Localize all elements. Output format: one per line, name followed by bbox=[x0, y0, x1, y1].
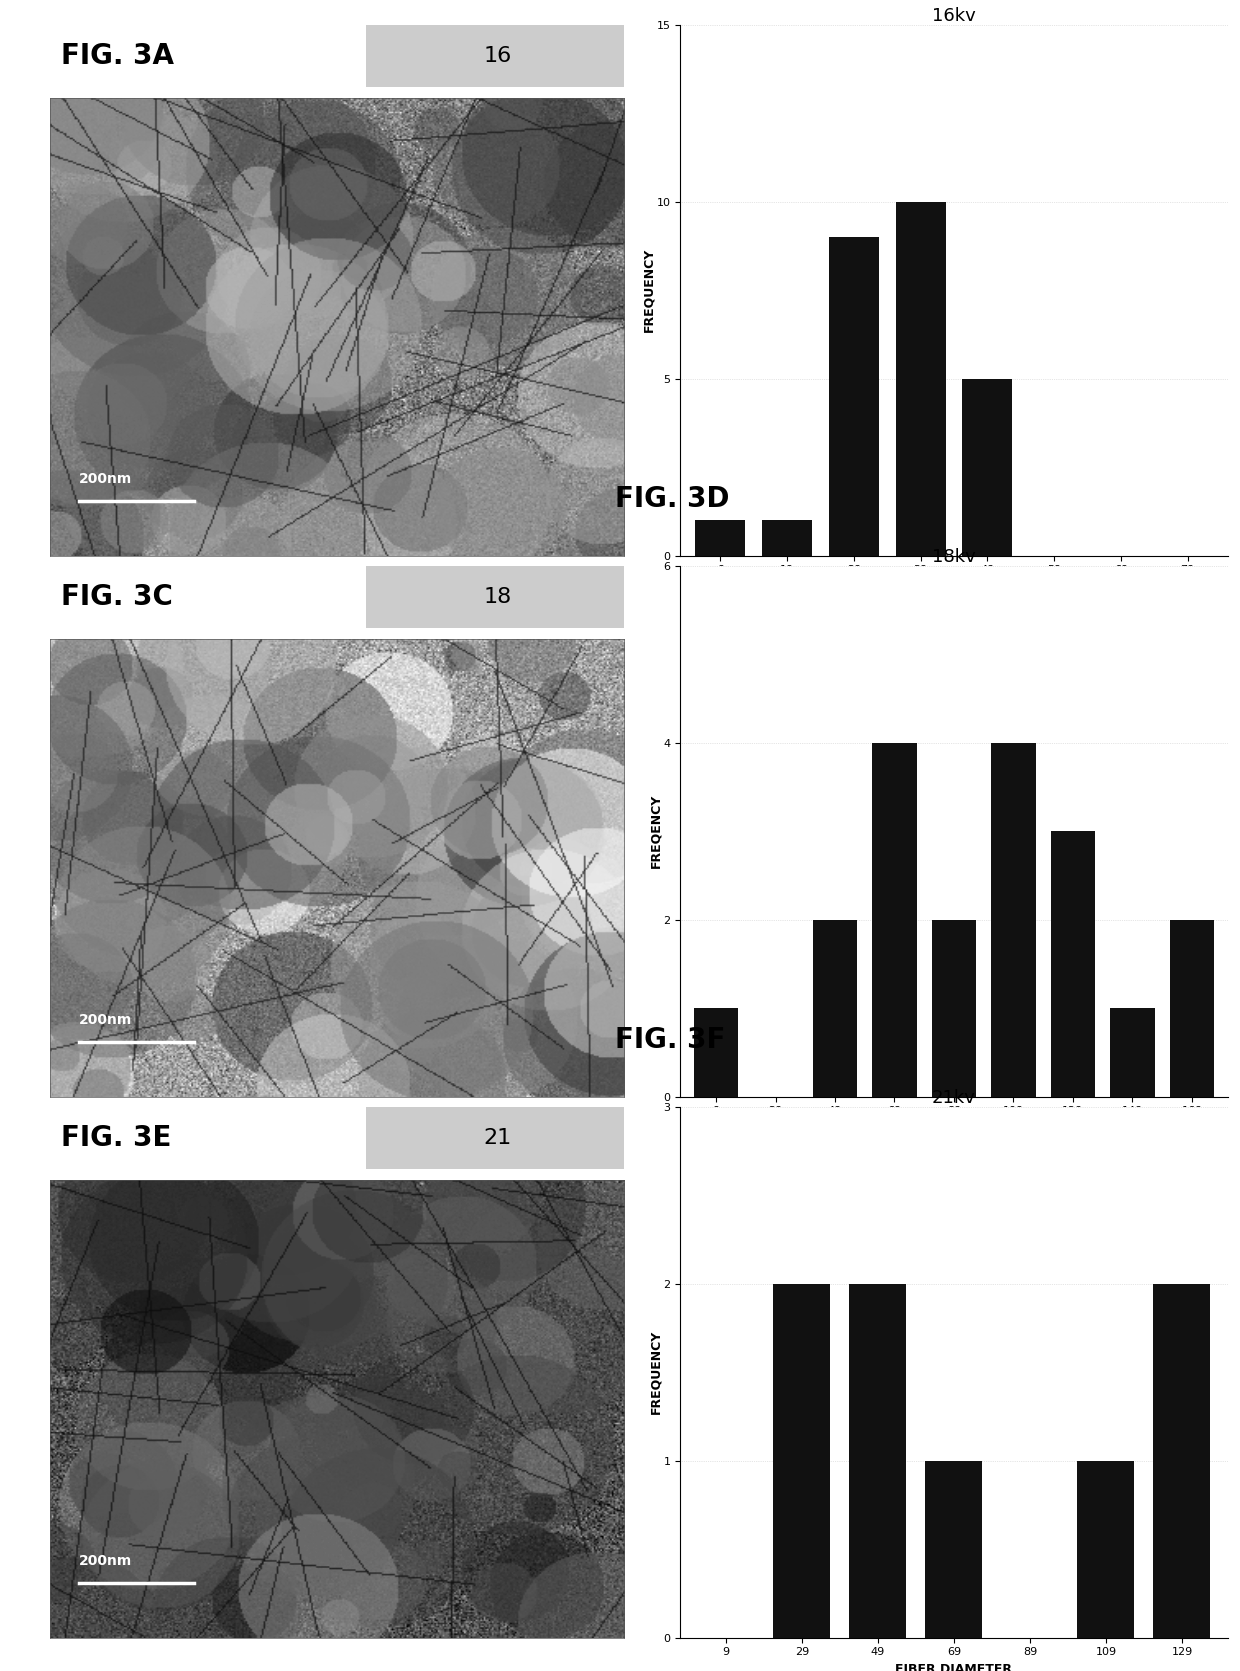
Title: 16kv: 16kv bbox=[932, 7, 976, 25]
Text: 200nm: 200nm bbox=[79, 473, 133, 486]
Bar bbox=[895, 202, 946, 556]
Bar bbox=[849, 1283, 906, 1638]
Text: 16: 16 bbox=[484, 47, 512, 67]
Bar bbox=[1169, 919, 1214, 1096]
Text: 21: 21 bbox=[484, 1128, 512, 1148]
Bar bbox=[1078, 1460, 1135, 1638]
Bar bbox=[828, 237, 879, 556]
X-axis label: FIBER DIAMETER: FIBER DIAMETER bbox=[895, 1663, 1013, 1671]
Bar bbox=[693, 1008, 738, 1096]
Text: FIG. 3F: FIG. 3F bbox=[615, 1026, 725, 1054]
Bar bbox=[774, 1283, 831, 1638]
Bar bbox=[991, 744, 1035, 1096]
Text: FIG. 3D: FIG. 3D bbox=[615, 485, 729, 513]
Bar bbox=[763, 520, 812, 556]
Bar bbox=[872, 744, 916, 1096]
Text: 200nm: 200nm bbox=[79, 1013, 133, 1028]
Text: 18: 18 bbox=[484, 587, 512, 607]
Y-axis label: FREQENCY: FREQENCY bbox=[649, 794, 662, 869]
Text: FIG. 3E: FIG. 3E bbox=[61, 1125, 171, 1153]
Bar bbox=[812, 919, 857, 1096]
Bar bbox=[931, 919, 976, 1096]
Bar bbox=[925, 1460, 982, 1638]
Bar bbox=[1153, 1283, 1210, 1638]
Title: 21kv: 21kv bbox=[932, 1089, 976, 1106]
Bar bbox=[366, 566, 624, 628]
Title: 18kv: 18kv bbox=[932, 548, 976, 566]
Bar bbox=[962, 379, 1012, 556]
X-axis label: FIBER DIAMETER: FIBER DIAMETER bbox=[895, 582, 1013, 593]
Bar bbox=[366, 25, 624, 87]
Y-axis label: FREQUENCY: FREQUENCY bbox=[642, 249, 655, 333]
Bar bbox=[366, 1106, 624, 1170]
Bar bbox=[696, 520, 745, 556]
Text: FIG. 3A: FIG. 3A bbox=[61, 42, 174, 70]
Text: FIG. 3C: FIG. 3C bbox=[61, 583, 172, 612]
Y-axis label: FREQUENCY: FREQUENCY bbox=[649, 1330, 662, 1414]
Bar bbox=[1050, 832, 1095, 1096]
X-axis label: FIBER DIAMETER: FIBER DIAMETER bbox=[895, 1121, 1013, 1135]
Bar bbox=[1110, 1008, 1154, 1096]
Text: 200nm: 200nm bbox=[79, 1554, 133, 1567]
